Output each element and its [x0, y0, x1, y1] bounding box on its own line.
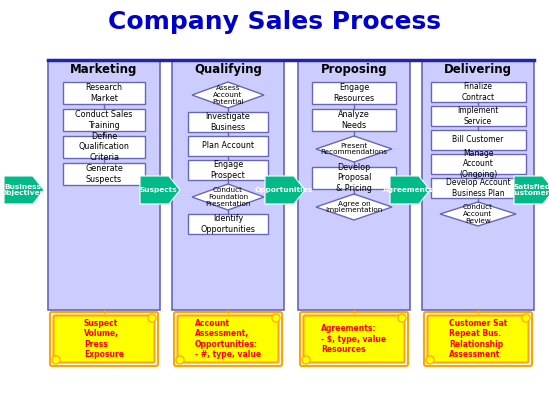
- Text: Analyze
Needs: Analyze Needs: [338, 110, 370, 130]
- Polygon shape: [265, 176, 305, 204]
- FancyBboxPatch shape: [188, 136, 268, 156]
- Polygon shape: [390, 176, 430, 204]
- Text: Identify
Opportunities: Identify Opportunities: [200, 214, 255, 234]
- Text: Implement
Service: Implement Service: [457, 106, 498, 126]
- Text: Assess
Account
Potential: Assess Account Potential: [212, 85, 244, 105]
- Polygon shape: [316, 194, 392, 220]
- Circle shape: [176, 356, 184, 364]
- FancyBboxPatch shape: [188, 214, 268, 234]
- Text: Company Sales Process: Company Sales Process: [108, 10, 440, 34]
- Text: Customer Sat
Repeat Bus.
Relationship
Assessment: Customer Sat Repeat Bus. Relationship As…: [449, 319, 507, 359]
- Text: Suspects: Suspects: [139, 187, 177, 193]
- Circle shape: [177, 357, 183, 363]
- Circle shape: [148, 314, 156, 322]
- Text: Plan Account: Plan Account: [202, 142, 254, 150]
- Text: Conduct
Foundation
Presentation: Conduct Foundation Presentation: [205, 187, 251, 207]
- Polygon shape: [514, 176, 549, 204]
- FancyBboxPatch shape: [298, 60, 410, 310]
- Circle shape: [398, 314, 406, 322]
- Circle shape: [273, 315, 279, 321]
- FancyBboxPatch shape: [430, 154, 525, 174]
- FancyBboxPatch shape: [422, 60, 534, 310]
- Circle shape: [523, 315, 529, 321]
- Text: Research
Market: Research Market: [86, 84, 122, 102]
- FancyBboxPatch shape: [63, 136, 145, 158]
- Polygon shape: [4, 176, 44, 204]
- FancyBboxPatch shape: [53, 316, 154, 362]
- Text: Investigate
Business: Investigate Business: [206, 112, 250, 132]
- Text: Proposing: Proposing: [321, 62, 387, 76]
- Text: Manage
Account
(Ongoing): Manage Account (Ongoing): [459, 150, 497, 178]
- FancyBboxPatch shape: [172, 60, 284, 310]
- FancyBboxPatch shape: [63, 109, 145, 131]
- Text: Suspect
Volume,
Press
Exposure: Suspect Volume, Press Exposure: [84, 319, 124, 359]
- Circle shape: [427, 357, 433, 363]
- Text: Account
Assessment,
Opportunities:
- #, type, value: Account Assessment, Opportunities: - #, …: [195, 319, 261, 359]
- Text: Develop
Proposal
& Pricing: Develop Proposal & Pricing: [336, 164, 372, 192]
- Circle shape: [302, 356, 310, 364]
- FancyBboxPatch shape: [177, 316, 278, 362]
- Circle shape: [399, 315, 405, 321]
- FancyBboxPatch shape: [430, 82, 525, 102]
- FancyBboxPatch shape: [312, 82, 396, 104]
- Text: Define
Qualification
Criteria: Define Qualification Criteria: [79, 132, 130, 162]
- Text: Qualifying: Qualifying: [194, 62, 262, 76]
- Circle shape: [303, 357, 309, 363]
- Text: Agree on
Implementation: Agree on Implementation: [326, 201, 383, 213]
- Text: Engage
Prospect: Engage Prospect: [211, 160, 245, 180]
- Polygon shape: [316, 136, 392, 162]
- Circle shape: [426, 356, 434, 364]
- Polygon shape: [192, 82, 264, 108]
- FancyBboxPatch shape: [312, 167, 396, 189]
- Polygon shape: [440, 202, 516, 226]
- FancyBboxPatch shape: [428, 316, 529, 362]
- Text: Finalize
Contract: Finalize Contract: [462, 82, 495, 102]
- Text: Conduct Sales
Training: Conduct Sales Training: [75, 110, 133, 130]
- Text: Marketing: Marketing: [70, 62, 138, 76]
- Circle shape: [149, 315, 155, 321]
- FancyBboxPatch shape: [430, 106, 525, 126]
- Text: Develop Account
Business Plan: Develop Account Business Plan: [446, 178, 511, 198]
- FancyBboxPatch shape: [304, 316, 405, 362]
- Text: Engage
Resources: Engage Resources: [333, 84, 374, 102]
- FancyBboxPatch shape: [63, 82, 145, 104]
- Text: Business
Objectives: Business Objectives: [1, 184, 44, 196]
- Text: Conduct
Account
Review: Conduct Account Review: [463, 204, 493, 224]
- Polygon shape: [192, 184, 264, 210]
- Text: Delivering: Delivering: [444, 62, 512, 76]
- FancyBboxPatch shape: [48, 60, 160, 310]
- Circle shape: [272, 314, 280, 322]
- Circle shape: [52, 356, 60, 364]
- FancyBboxPatch shape: [312, 109, 396, 131]
- FancyBboxPatch shape: [430, 130, 525, 150]
- Circle shape: [522, 314, 530, 322]
- Text: Present
Recommendations: Present Recommendations: [321, 143, 388, 155]
- Text: Opportunities: Opportunities: [254, 187, 312, 193]
- FancyBboxPatch shape: [430, 178, 525, 198]
- Text: Agreements:
- $, type, value
Resources: Agreements: - $, type, value Resources: [321, 324, 386, 354]
- FancyBboxPatch shape: [63, 163, 145, 185]
- Text: Satisfied
Customers: Satisfied Customers: [510, 184, 549, 196]
- Text: Agreements: Agreements: [383, 187, 434, 193]
- Polygon shape: [140, 176, 180, 204]
- Text: Bill Customer: Bill Customer: [452, 136, 503, 144]
- Circle shape: [53, 357, 59, 363]
- FancyBboxPatch shape: [188, 112, 268, 132]
- FancyBboxPatch shape: [188, 160, 268, 180]
- Text: Generate
Suspects: Generate Suspects: [85, 164, 123, 184]
